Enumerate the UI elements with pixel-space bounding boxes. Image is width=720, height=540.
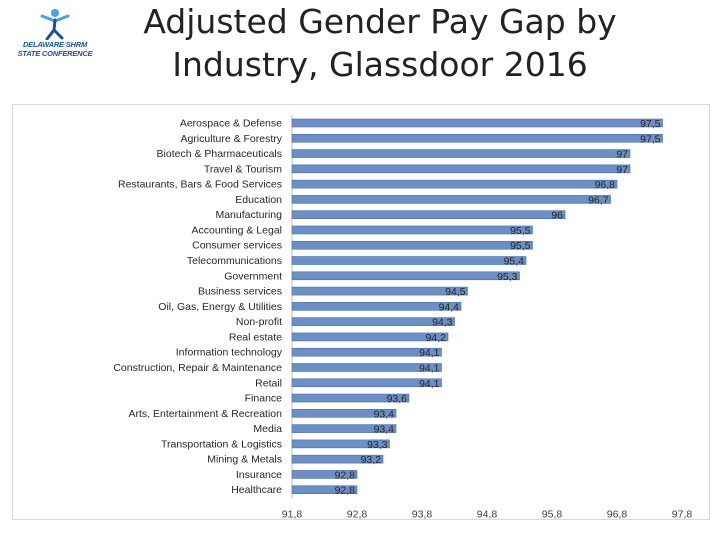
bar-chart: Aerospace & Defense 97,5 Agriculture & For… bbox=[113, 115, 693, 519]
category-label-21: Transportation & Logistics bbox=[161, 438, 282, 450]
value-label-20: 93,4 bbox=[374, 424, 395, 436]
bar-18 bbox=[291, 393, 410, 403]
category-label-0: Aerospace & Defense bbox=[180, 118, 282, 130]
chart-frame: Aerospace & Defense 97,5 Agriculture & For… bbox=[12, 104, 710, 520]
bar-7 bbox=[291, 225, 533, 235]
bar-17 bbox=[291, 378, 442, 388]
bar-24 bbox=[291, 485, 358, 495]
x-tick-label-2: 93,8 bbox=[412, 509, 433, 519]
category-label-6: Manufacturing bbox=[215, 209, 282, 221]
bar-22 bbox=[291, 454, 384, 464]
category-label-5: Education bbox=[235, 194, 282, 206]
value-label-17: 94,1 bbox=[419, 378, 440, 390]
bar-21 bbox=[291, 439, 390, 449]
value-label-23: 92,8 bbox=[335, 469, 356, 481]
bar-1 bbox=[291, 133, 663, 143]
category-label-23: Insurance bbox=[236, 469, 282, 481]
value-label-4: 96,8 bbox=[595, 179, 616, 191]
value-label-0: 97,5 bbox=[640, 118, 661, 130]
value-label-10: 95,3 bbox=[497, 271, 518, 283]
category-label-12: Oil, Gas, Energy & Utilities bbox=[158, 301, 282, 313]
category-label-19: Arts, Entertainment & Recreation bbox=[129, 408, 283, 420]
x-tick-label-5: 96,8 bbox=[607, 509, 628, 519]
category-label-11: Business services bbox=[198, 286, 282, 298]
x-tick-label-1: 92,8 bbox=[347, 509, 368, 519]
x-tick-label-0: 91,8 bbox=[282, 509, 303, 519]
category-label-24: Healthcare bbox=[231, 484, 282, 496]
bar-13 bbox=[291, 317, 455, 326]
title-line1: Adjusted Gender Pay Gap by bbox=[143, 2, 617, 41]
value-label-15: 94,1 bbox=[419, 347, 440, 359]
conference-logo: DELAWARE SHRM STATE CONFERENCE bbox=[10, 8, 93, 58]
person-figure-icon bbox=[40, 9, 70, 40]
category-label-16: Construction, Repair & Maintenance bbox=[113, 362, 282, 374]
bar-6 bbox=[291, 210, 566, 219]
bar-15 bbox=[291, 347, 442, 357]
category-label-1: Agriculture & Forestry bbox=[180, 133, 282, 145]
value-label-11: 94,5 bbox=[445, 286, 466, 298]
category-label-4: Restaurants, Bars & Food Services bbox=[118, 179, 282, 191]
value-label-3: 97 bbox=[616, 164, 628, 176]
logo-line1: DELAWARE SHRM bbox=[14, 41, 96, 49]
bar-9 bbox=[291, 256, 527, 265]
value-label-14: 94,2 bbox=[426, 332, 447, 344]
category-label-20: Media bbox=[253, 423, 282, 435]
bar-3 bbox=[291, 164, 631, 174]
category-label-3: Travel & Tourism bbox=[204, 163, 282, 175]
value-label-16: 94,1 bbox=[419, 362, 440, 374]
logo-org: SHRM bbox=[65, 40, 88, 49]
category-label-9: Telecommunications bbox=[187, 255, 282, 267]
x-tick-label-3: 94,8 bbox=[477, 509, 498, 519]
x-tick-label-4: 95,8 bbox=[542, 509, 563, 519]
x-tick-label-6: 97,8 bbox=[672, 509, 693, 519]
category-label-17: Retail bbox=[255, 377, 282, 389]
bar-5 bbox=[291, 195, 611, 204]
value-label-22: 93,2 bbox=[361, 454, 382, 466]
value-label-13: 94,3 bbox=[432, 317, 453, 329]
bar-16 bbox=[291, 363, 442, 372]
value-label-5: 96,7 bbox=[588, 194, 609, 206]
bar-14 bbox=[291, 332, 449, 342]
value-label-7: 95,5 bbox=[510, 225, 531, 237]
category-label-18: Finance bbox=[245, 393, 283, 405]
bar-8 bbox=[291, 240, 533, 250]
category-label-22: Mining & Metals bbox=[207, 454, 282, 466]
category-label-7: Accounting & Legal bbox=[192, 224, 282, 236]
value-label-21: 93,3 bbox=[367, 439, 388, 451]
bar-4 bbox=[291, 179, 618, 189]
bar-20 bbox=[291, 424, 397, 433]
category-label-15: Information technology bbox=[176, 347, 283, 359]
value-label-1: 97,5 bbox=[640, 133, 661, 145]
bar-11 bbox=[291, 286, 468, 296]
value-label-2: 97 bbox=[616, 149, 628, 161]
bar-19 bbox=[291, 409, 397, 418]
value-label-8: 95,5 bbox=[510, 240, 531, 252]
value-label-18: 93,6 bbox=[387, 393, 408, 405]
value-label-9: 95,4 bbox=[504, 256, 525, 268]
bar-0 bbox=[291, 118, 663, 128]
value-label-19: 93,4 bbox=[374, 408, 395, 420]
category-label-13: Non-profit bbox=[236, 316, 282, 328]
category-label-2: Biotech & Pharmaceuticals bbox=[157, 148, 282, 160]
value-label-6: 96 bbox=[551, 210, 563, 222]
value-label-12: 94,4 bbox=[439, 301, 460, 313]
category-label-14: Real estate bbox=[229, 331, 282, 343]
category-label-8: Consumer services bbox=[192, 240, 282, 252]
category-label-10: Government bbox=[224, 270, 282, 282]
bar-2 bbox=[291, 149, 631, 158]
bar-12 bbox=[291, 302, 462, 311]
bar-23 bbox=[291, 470, 358, 479]
page-title: Adjusted Gender Pay Gap by Industry, Gla… bbox=[110, 0, 650, 86]
title-line2: Industry, Glassdoor 2016 bbox=[172, 45, 588, 84]
logo-line2: STATE CONFERENCE bbox=[17, 49, 93, 58]
logo-state: DELAWARE bbox=[22, 40, 64, 49]
bar-10 bbox=[291, 271, 520, 281]
value-label-24: 92,8 bbox=[335, 485, 356, 497]
